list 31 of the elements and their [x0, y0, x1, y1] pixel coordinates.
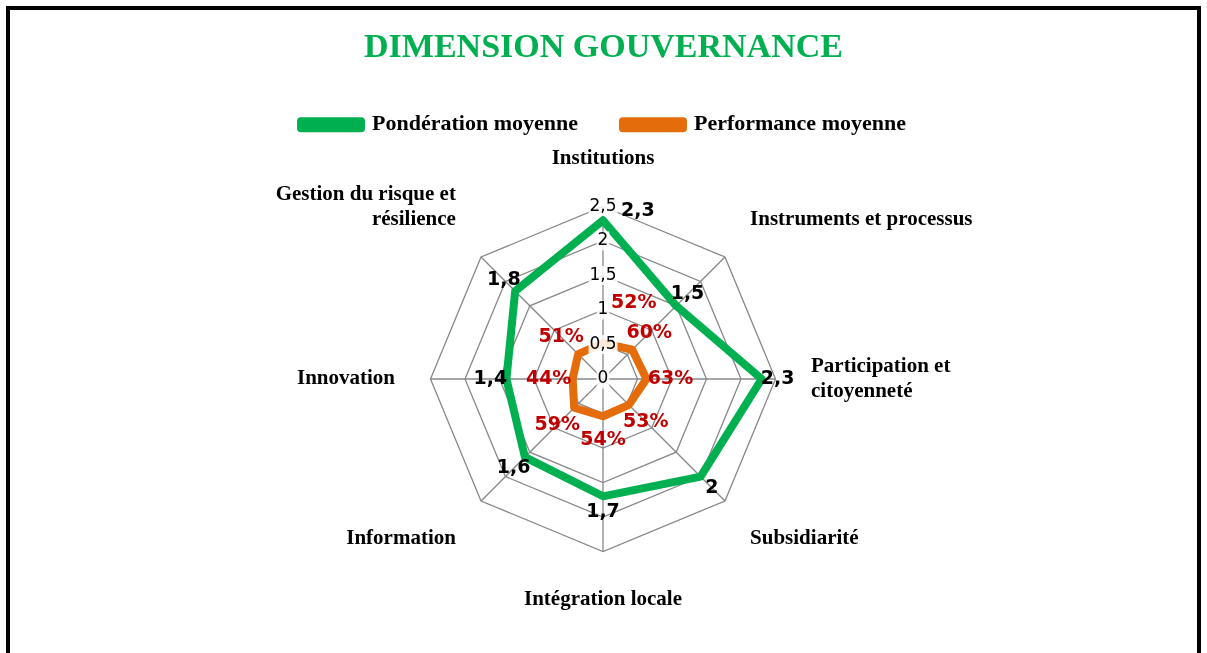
data-label: 1,6 — [496, 455, 531, 478]
data-label: 1,8 — [487, 266, 521, 289]
data-label: 2 — [705, 474, 719, 497]
spoke-label: Institutions — [551, 144, 655, 169]
spoke-label: Instruments et processus — [750, 205, 973, 230]
chart-title: DIMENSION GOUVERNANCE — [364, 27, 843, 65]
spoke-label: Subsidiarité — [750, 525, 859, 550]
data-label: 52% — [611, 290, 657, 313]
data-label: 54% — [580, 427, 626, 450]
data-label: 60% — [626, 319, 672, 342]
data-label: 59% — [534, 411, 580, 434]
y-tick-label: 1,5 — [589, 263, 617, 284]
data-label: 1,7 — [586, 499, 620, 522]
legend-label: Performance moyenne — [693, 110, 907, 136]
data-label: 2,3 — [760, 365, 795, 388]
y-tick-label: 2,5 — [589, 194, 617, 215]
y-tick-label: 1 — [597, 298, 609, 319]
y-tick-label: 0,5 — [589, 332, 617, 353]
spoke-label: Participation et citoyenneté — [811, 352, 951, 403]
spoke-label: Information — [346, 525, 457, 550]
spoke-label: Innovation — [296, 365, 396, 390]
spoke-label: Intégration locale — [523, 586, 683, 611]
y-tick-label: 0 — [597, 367, 609, 388]
data-label: 63% — [647, 365, 694, 388]
data-label: 51% — [538, 324, 584, 347]
data-label: 2,3 — [621, 197, 655, 220]
data-label: 53% — [623, 408, 669, 431]
y-tick-label: 2 — [597, 229, 609, 250]
legend-label: Pondération moyenne — [372, 110, 579, 136]
data-label: 1,5 — [670, 281, 705, 304]
spoke-label: Gestion du risque et résilience — [275, 180, 456, 230]
